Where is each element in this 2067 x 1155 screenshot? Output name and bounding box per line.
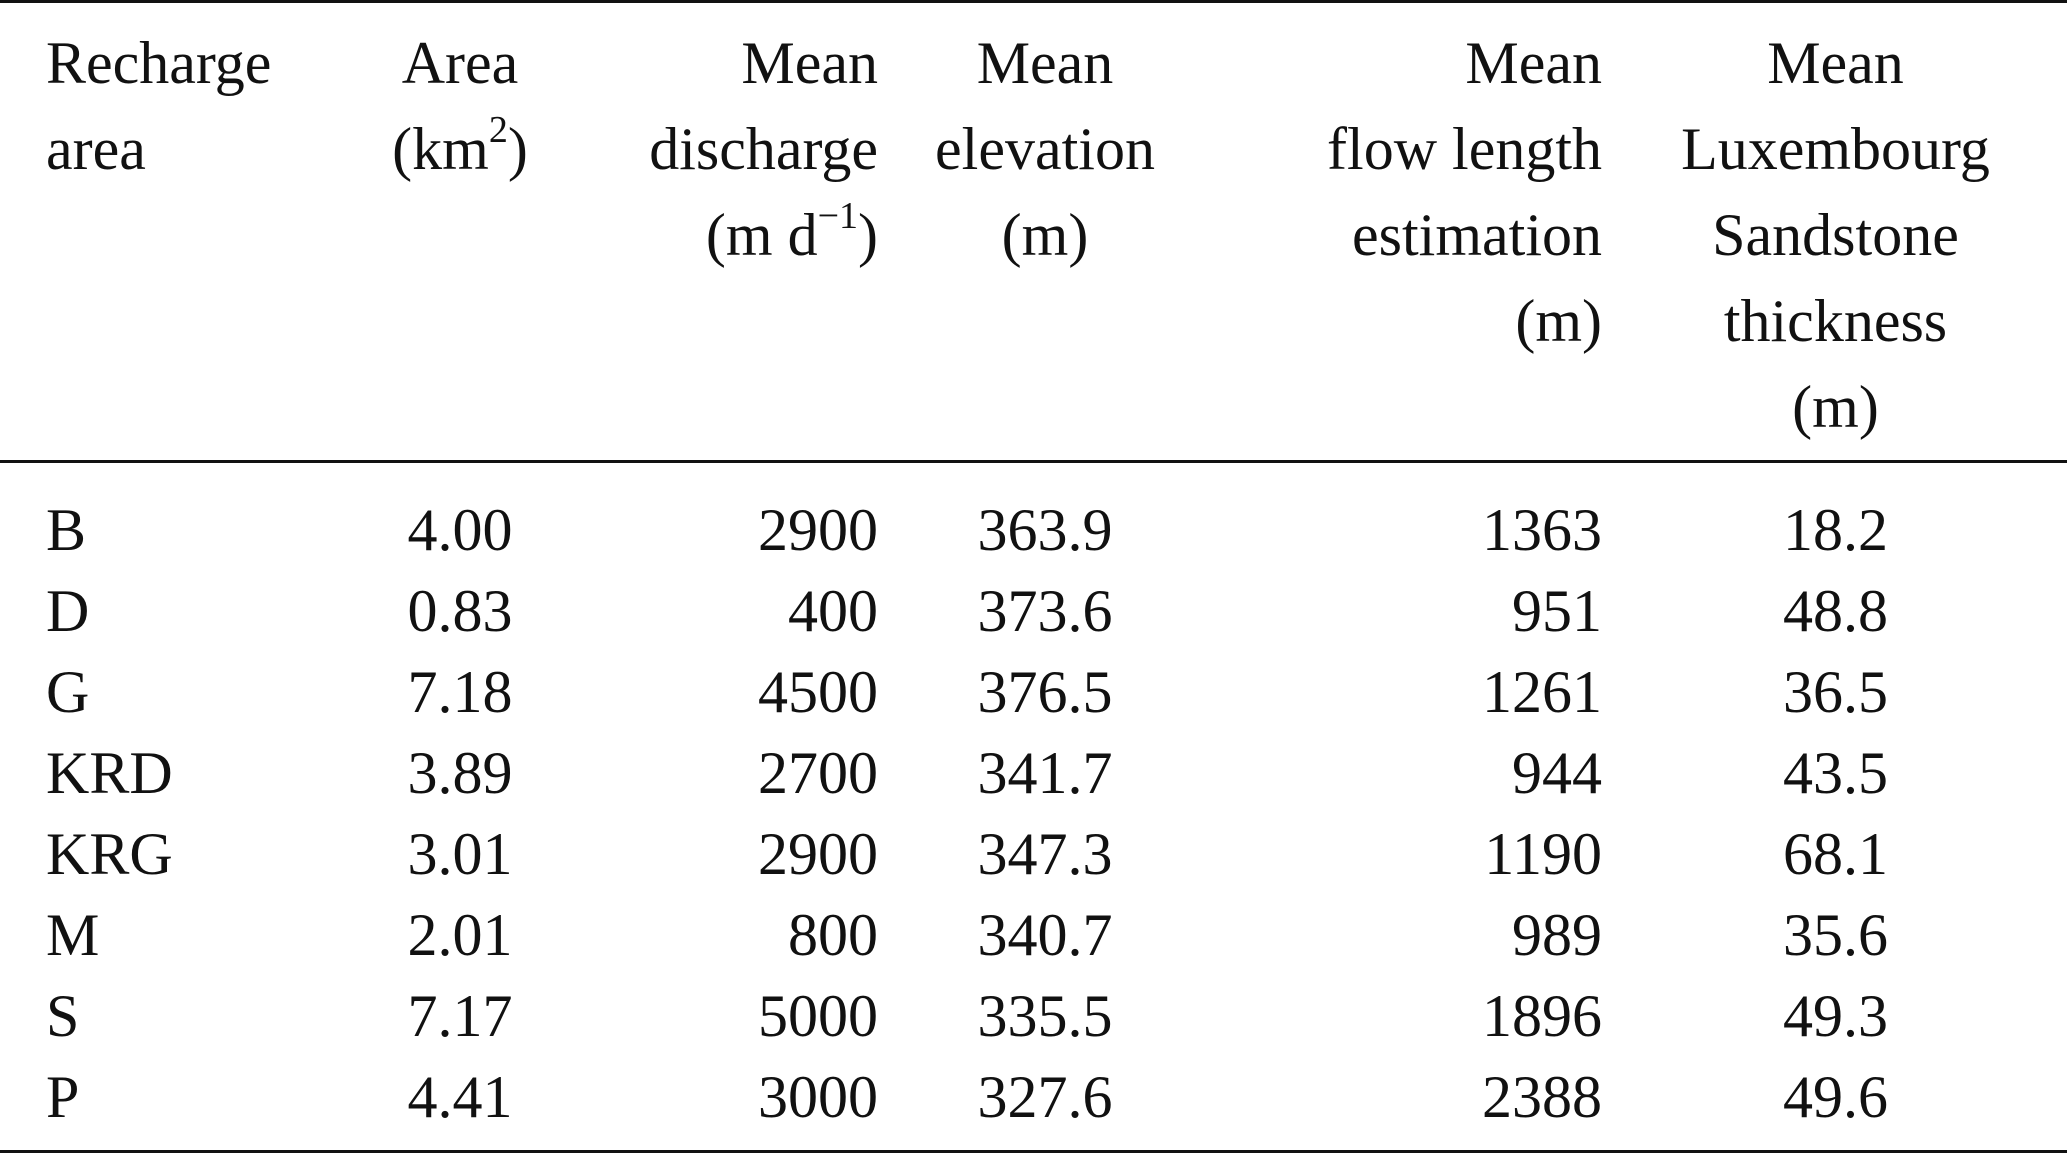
cell-area: 3.01: [407, 821, 513, 887]
header-mean-flow-length: Mean flow length estimation (m): [1200, 0, 1620, 450]
cell-recharge-area: S: [46, 983, 80, 1049]
table-row: M 2.01 800 340.7 989 35.6: [0, 895, 2067, 976]
cell-recharge-area: P: [46, 1064, 80, 1130]
cell-area: 7.17: [407, 983, 513, 1049]
header-unit: (m d: [705, 202, 818, 268]
cell-flow-length: 1363: [1482, 497, 1602, 563]
header-line: Mean: [1767, 30, 1904, 96]
cell-sandstone-thickness: 36.5: [1783, 659, 1888, 725]
header-line: (m d−1): [590, 192, 878, 278]
header-line: thickness: [1723, 288, 1948, 354]
header-line: Sandstone: [1712, 202, 1959, 268]
bottom-rule: [0, 1150, 2067, 1153]
cell-flow-length: 951: [1512, 578, 1602, 644]
table-row: D 0.83 400 373.6 951 48.8: [0, 571, 2067, 652]
cell-mean-elevation: 363.9: [977, 497, 1113, 563]
header-line: elevation: [935, 116, 1155, 182]
cell-mean-discharge: 400: [788, 578, 878, 644]
header-superscript: −1: [817, 195, 859, 237]
header-line: Mean: [1465, 30, 1602, 96]
header-line: Area: [401, 30, 519, 96]
cell-flow-length: 1896: [1482, 983, 1602, 1049]
header-line: (m): [1792, 374, 1879, 440]
cell-recharge-area: B: [46, 497, 87, 563]
header-line: Mean: [976, 30, 1114, 96]
header-recharge-area: Recharge area: [0, 0, 330, 450]
cell-sandstone-thickness: 49.3: [1783, 983, 1888, 1049]
header-line: (m): [1515, 288, 1602, 354]
header-line: Mean: [741, 30, 878, 96]
header-area: Area (km2): [330, 0, 590, 450]
header-line: (m): [1001, 202, 1089, 268]
table-row: P 4.41 3000 327.6 2388 49.6: [0, 1057, 2067, 1138]
cell-sandstone-thickness: 35.6: [1783, 902, 1888, 968]
cell-mean-discharge: 4500: [758, 659, 878, 725]
table-header: Recharge area Area (km2) Mean discharge …: [0, 0, 2067, 450]
cell-area: 4.00: [407, 497, 513, 563]
header-unit-close: ): [858, 202, 878, 268]
cell-mean-discharge: 800: [788, 902, 878, 968]
cell-mean-elevation: 335.5: [977, 983, 1113, 1049]
table-row: KRG 3.01 2900 347.3 1190 68.1: [0, 814, 2067, 895]
cell-area: 0.83: [407, 578, 513, 644]
cell-mean-discharge: 2900: [758, 497, 878, 563]
cell-flow-length: 1190: [1484, 821, 1602, 887]
table-row: KRD 3.89 2700 341.7 944 43.5: [0, 733, 2067, 814]
top-rule: [0, 0, 2067, 3]
header-line: Luxembourg: [1681, 116, 1990, 182]
table-body: B 4.00 2900 363.9 1363 18.2 D 0.83 400 3…: [0, 450, 2067, 1138]
cell-recharge-area: KRD: [46, 740, 173, 806]
cell-mean-discharge: 2700: [758, 740, 878, 806]
cell-flow-length: 944: [1512, 740, 1602, 806]
cell-mean-elevation: 373.6: [977, 578, 1113, 644]
cell-recharge-area: G: [46, 659, 90, 725]
cell-mean-elevation: 341.7: [977, 740, 1113, 806]
cell-recharge-area: D: [46, 578, 90, 644]
cell-area: 3.89: [407, 740, 513, 806]
header-unit: (km: [392, 116, 489, 182]
header-line: discharge: [649, 116, 878, 182]
header-line: flow length: [1327, 116, 1602, 182]
header-unit-close: ): [507, 116, 528, 182]
cell-sandstone-thickness: 18.2: [1783, 497, 1888, 563]
header-rule: [0, 460, 2067, 463]
cell-mean-elevation: 340.7: [977, 902, 1113, 968]
cell-mean-elevation: 347.3: [977, 821, 1113, 887]
header-line: area: [46, 116, 146, 182]
cell-sandstone-thickness: 49.6: [1783, 1064, 1888, 1130]
cell-mean-elevation: 327.6: [977, 1064, 1113, 1130]
header-line: Recharge: [46, 30, 272, 96]
header-line: estimation: [1352, 202, 1602, 268]
header-row: Recharge area Area (km2) Mean discharge …: [0, 0, 2067, 450]
cell-sandstone-thickness: 68.1: [1783, 821, 1888, 887]
header-superscript: 2: [488, 109, 508, 151]
header-line: (km2): [330, 106, 590, 192]
header-mean-elevation: Mean elevation (m): [890, 0, 1200, 450]
cell-area: 7.18: [407, 659, 513, 725]
cell-mean-elevation: 376.5: [977, 659, 1113, 725]
cell-mean-discharge: 2900: [758, 821, 878, 887]
cell-recharge-area: KRG: [46, 821, 173, 887]
table-row: B 4.00 2900 363.9 1363 18.2: [0, 450, 2067, 571]
table-row: G 7.18 4500 376.5 1261 36.5: [0, 652, 2067, 733]
header-mean-discharge: Mean discharge (m d−1): [590, 0, 890, 450]
table-row: S 7.17 5000 335.5 1896 49.3: [0, 976, 2067, 1057]
cell-mean-discharge: 5000: [758, 983, 878, 1049]
cell-area: 4.41: [407, 1064, 513, 1130]
cell-area: 2.01: [407, 902, 513, 968]
cell-flow-length: 1261: [1482, 659, 1602, 725]
cell-mean-discharge: 3000: [758, 1064, 878, 1130]
cell-flow-length: 2388: [1482, 1064, 1602, 1130]
cell-flow-length: 989: [1512, 902, 1602, 968]
header-mean-sandstone-thickness: Mean Luxembourg Sandstone thickness (m): [1620, 0, 2067, 450]
cell-recharge-area: M: [46, 902, 100, 968]
cell-sandstone-thickness: 43.5: [1783, 740, 1888, 806]
cell-sandstone-thickness: 48.8: [1783, 578, 1888, 644]
